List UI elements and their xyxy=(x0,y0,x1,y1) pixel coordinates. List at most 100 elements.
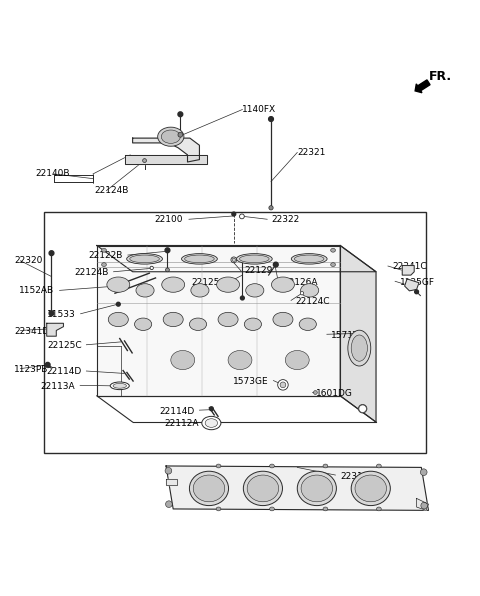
Polygon shape xyxy=(340,246,376,422)
Text: 22100: 22100 xyxy=(154,215,183,224)
Circle shape xyxy=(269,117,274,122)
Text: 22140B: 22140B xyxy=(36,169,70,178)
Circle shape xyxy=(178,112,183,117)
Ellipse shape xyxy=(313,390,317,395)
Ellipse shape xyxy=(190,471,228,505)
Text: 22114D: 22114D xyxy=(46,368,82,377)
Ellipse shape xyxy=(376,464,381,468)
Polygon shape xyxy=(405,279,419,291)
Circle shape xyxy=(232,212,236,216)
Text: 22341D: 22341D xyxy=(14,327,49,336)
Ellipse shape xyxy=(232,258,236,262)
Circle shape xyxy=(274,262,278,267)
Text: 22129: 22129 xyxy=(245,266,273,275)
Ellipse shape xyxy=(231,257,237,263)
Text: 1152AB: 1152AB xyxy=(19,286,54,296)
Ellipse shape xyxy=(178,132,183,137)
Ellipse shape xyxy=(323,507,328,511)
Polygon shape xyxy=(166,479,177,485)
Text: 22341C: 22341C xyxy=(393,262,427,272)
Ellipse shape xyxy=(270,507,275,511)
Ellipse shape xyxy=(297,471,336,505)
Ellipse shape xyxy=(216,464,221,468)
Ellipse shape xyxy=(205,419,217,427)
Text: 22124C: 22124C xyxy=(295,297,329,306)
Ellipse shape xyxy=(269,206,273,210)
Polygon shape xyxy=(166,466,429,510)
Text: 22124B: 22124B xyxy=(74,268,109,277)
Ellipse shape xyxy=(278,380,288,390)
Ellipse shape xyxy=(272,277,294,292)
Ellipse shape xyxy=(331,249,336,252)
Text: 22321: 22321 xyxy=(297,148,325,157)
Ellipse shape xyxy=(420,469,427,476)
Ellipse shape xyxy=(218,312,238,327)
Text: 1140FX: 1140FX xyxy=(242,105,276,114)
Text: 22125A: 22125A xyxy=(191,278,226,287)
Ellipse shape xyxy=(243,471,282,505)
Ellipse shape xyxy=(163,312,183,327)
Ellipse shape xyxy=(113,383,126,388)
Ellipse shape xyxy=(270,464,275,468)
Ellipse shape xyxy=(237,254,272,264)
Ellipse shape xyxy=(127,254,162,264)
Text: 1125GF: 1125GF xyxy=(400,278,435,287)
Text: 1573GE: 1573GE xyxy=(233,377,269,386)
Ellipse shape xyxy=(162,277,185,292)
Text: 22126A: 22126A xyxy=(283,278,317,287)
Text: 22124B: 22124B xyxy=(95,186,129,195)
Ellipse shape xyxy=(171,350,195,370)
Text: 1571TC: 1571TC xyxy=(331,331,365,340)
Text: 22122B: 22122B xyxy=(89,250,123,259)
Ellipse shape xyxy=(108,312,128,327)
Polygon shape xyxy=(97,246,376,272)
Ellipse shape xyxy=(421,502,428,509)
Ellipse shape xyxy=(291,254,327,264)
Text: FR.: FR. xyxy=(429,70,452,83)
Ellipse shape xyxy=(134,318,152,330)
Ellipse shape xyxy=(273,312,293,327)
Circle shape xyxy=(49,251,54,256)
Polygon shape xyxy=(97,246,340,396)
Text: 1601DG: 1601DG xyxy=(316,389,353,398)
Polygon shape xyxy=(402,266,414,275)
Ellipse shape xyxy=(359,405,366,412)
Text: 22322: 22322 xyxy=(271,215,299,224)
Text: 11533: 11533 xyxy=(47,310,75,319)
Ellipse shape xyxy=(102,263,107,266)
Ellipse shape xyxy=(150,266,154,269)
Ellipse shape xyxy=(216,277,240,292)
Ellipse shape xyxy=(280,382,286,388)
Ellipse shape xyxy=(166,268,169,272)
Ellipse shape xyxy=(351,335,367,361)
Ellipse shape xyxy=(216,507,221,511)
Text: 22112A: 22112A xyxy=(164,419,199,428)
Ellipse shape xyxy=(193,475,225,502)
Ellipse shape xyxy=(348,330,371,366)
Text: 22114D: 22114D xyxy=(159,406,195,415)
Text: 22320: 22320 xyxy=(14,256,43,265)
Ellipse shape xyxy=(301,475,333,502)
Ellipse shape xyxy=(181,254,217,264)
Ellipse shape xyxy=(331,263,336,266)
Circle shape xyxy=(240,296,244,300)
Ellipse shape xyxy=(102,249,107,252)
Ellipse shape xyxy=(323,464,328,468)
Ellipse shape xyxy=(202,417,221,430)
Ellipse shape xyxy=(136,284,154,297)
Ellipse shape xyxy=(359,405,367,413)
Ellipse shape xyxy=(246,284,264,297)
Ellipse shape xyxy=(240,255,269,263)
Ellipse shape xyxy=(190,318,206,330)
Text: 22125C: 22125C xyxy=(47,342,82,350)
Ellipse shape xyxy=(110,382,129,390)
Ellipse shape xyxy=(143,159,146,163)
Ellipse shape xyxy=(185,255,214,263)
Ellipse shape xyxy=(228,350,252,370)
Text: 1123PB: 1123PB xyxy=(14,365,48,374)
Circle shape xyxy=(415,290,419,294)
Ellipse shape xyxy=(300,291,304,295)
Ellipse shape xyxy=(300,284,319,297)
Ellipse shape xyxy=(157,127,184,146)
FancyArrow shape xyxy=(415,80,430,93)
